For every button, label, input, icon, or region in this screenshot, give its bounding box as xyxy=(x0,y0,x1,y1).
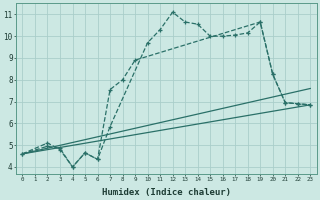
X-axis label: Humidex (Indice chaleur): Humidex (Indice chaleur) xyxy=(102,188,231,197)
